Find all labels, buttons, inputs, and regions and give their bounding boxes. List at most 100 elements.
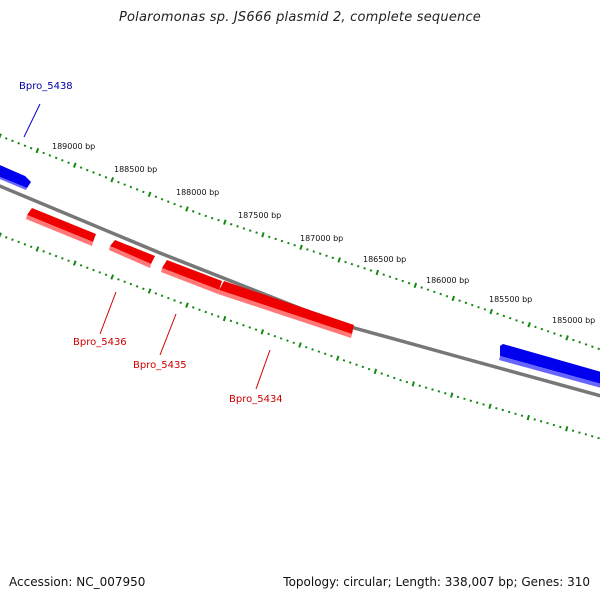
inner-scale-minor-tick (444, 391, 447, 395)
leader-bpro-5435 (159, 313, 177, 356)
leader-bpro-5436 (99, 291, 117, 335)
outer-scale-minor-tick (350, 262, 354, 266)
outer-scale-minor-tick (242, 227, 246, 230)
map-title: Polaromonas sp. JS666 plasmid 2, complet… (118, 10, 481, 25)
gene-label-bpro-5435: Bpro_5435 (133, 360, 187, 371)
inner-scale-minor-tick (597, 436, 600, 440)
inner-scale-minor-tick (584, 433, 588, 436)
inner-scale-major-tick (298, 342, 302, 348)
inner-scale-minor-tick (305, 345, 308, 349)
gene-bpro-5435[interactable] (109, 240, 155, 268)
outer-scale-minor-tick (578, 340, 581, 344)
inner-scale-minor-tick (361, 365, 365, 369)
outer-scale-minor-tick (553, 332, 556, 335)
outer-scale-minor-tick (210, 216, 214, 220)
outer-scale-minor-tick (287, 241, 290, 245)
outer-scale-minor-tick (426, 288, 430, 291)
gene-label-bpro-5438: Bpro_5438 (19, 81, 73, 92)
inner-scale-minor-tick (104, 273, 108, 277)
gene-unlabeled-forward[interactable] (499, 344, 600, 389)
outer-scale-minor-tick (104, 176, 108, 179)
inner-scale-major-tick (411, 381, 415, 387)
inner-scale-minor-tick (418, 384, 421, 388)
outer-scale-minor-tick (166, 200, 170, 203)
topology-text: Topology: circular; Length: 338,007 bp; … (283, 575, 590, 589)
inner-scale-minor-tick (495, 406, 498, 410)
inner-scale-minor-tick (317, 350, 321, 353)
outer-scale-major-tick (527, 322, 531, 328)
inner-scale-minor-tick (330, 354, 333, 358)
outer-scale-minor-tick (229, 222, 233, 226)
outer-scale-minor-tick (23, 144, 27, 148)
outer-scale-minor-tick (559, 334, 563, 337)
outer-scale-minor-tick (173, 202, 176, 206)
outer-scale-minor-tick (521, 321, 525, 324)
inner-scale-minor-tick (198, 308, 201, 312)
inner-scale-minor-tick (67, 259, 70, 262)
inner-scale-minor-tick (279, 337, 283, 340)
inner-scale-minor-tick (167, 296, 170, 300)
outer-scale-minor-tick (198, 212, 201, 216)
tick-label-186500: 186500 bp (363, 255, 406, 264)
outer-scale-ring (0, 133, 600, 351)
inner-scale-minor-tick (173, 299, 176, 302)
tick-label-188000: 188000 bp (176, 188, 219, 197)
outer-scale-minor-tick (48, 154, 52, 157)
inner-scale-minor-tick (85, 266, 89, 270)
outer-scale-minor-tick (546, 330, 550, 333)
inner-scale-minor-tick (273, 334, 277, 338)
inner-scale-minor-tick (54, 254, 58, 258)
outer-scale-minor-tick (420, 286, 423, 289)
outer-scale-minor-tick (483, 308, 487, 311)
inner-scale-major-tick (110, 274, 115, 280)
accession-text: Accession: NC_007950 (9, 575, 146, 589)
gene-bpro-5438[interactable] (0, 163, 31, 190)
inner-scale-minor-tick (204, 310, 208, 314)
gene-bpro-5436[interactable] (26, 208, 96, 246)
inner-scale-minor-tick (392, 376, 396, 380)
inner-scale-minor-tick (23, 243, 27, 246)
gene-label-bpro-5436: Bpro_5436 (73, 337, 127, 348)
outer-scale-minor-tick (356, 264, 360, 268)
gene-bpro-5434[interactable] (218, 281, 354, 338)
inner-scale-minor-tick (367, 367, 371, 371)
inner-scale-minor-tick (342, 359, 346, 362)
inner-scale-major-tick (72, 260, 77, 266)
outer-scale-major-tick (185, 206, 189, 212)
outer-scale-major-tick (565, 335, 569, 341)
backbone-line (0, 184, 600, 398)
outer-scale-minor-tick (85, 168, 89, 172)
outer-scale-minor-tick (129, 185, 133, 189)
inner-scale-ring (0, 232, 600, 440)
outer-scale-minor-tick (17, 141, 21, 145)
inner-scale-minor-tick (217, 315, 220, 318)
inner-scale-minor-tick (520, 414, 524, 417)
outer-scale-minor-tick (325, 254, 328, 258)
inner-scale-minor-tick (292, 341, 295, 345)
inner-scale-minor-tick (405, 380, 409, 384)
gene-bpro-5434-upstream[interactable] (161, 260, 222, 294)
outer-scale-minor-tick (369, 269, 373, 272)
inner-scale-minor-tick (348, 361, 352, 364)
inner-scale-minor-tick (142, 287, 145, 291)
inner-scale-minor-tick (431, 388, 434, 391)
inner-scale-minor-tick (29, 245, 33, 248)
outer-scale-minor-tick (42, 151, 45, 155)
outer-scale-minor-tick (191, 210, 195, 213)
inner-scale-major-tick (147, 288, 152, 294)
inner-scale-major-tick (222, 315, 227, 322)
outer-scale-minor-tick (515, 319, 518, 322)
outer-scale-minor-tick (179, 205, 183, 208)
outer-scale-minor-tick (464, 301, 468, 305)
inner-scale-minor-tick (463, 397, 466, 401)
inner-scale-minor-tick (286, 339, 289, 342)
inner-scale-minor-tick (229, 319, 233, 323)
inner-scale-minor-tick (191, 306, 195, 309)
outer-scale-major-tick (35, 147, 40, 154)
inner-scale-minor-tick (4, 236, 8, 239)
inner-scale-minor-tick (514, 412, 517, 416)
outer-scale-minor-tick (407, 281, 411, 285)
inner-scale-minor-tick (42, 250, 45, 253)
tick-label-189000: 189000 bp (52, 142, 95, 151)
